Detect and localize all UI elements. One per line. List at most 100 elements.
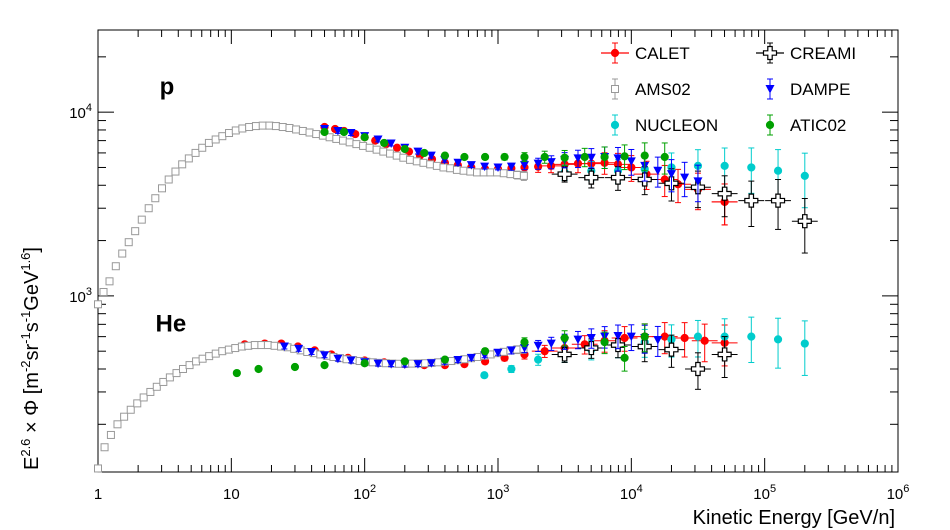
nucleon-point	[480, 371, 489, 380]
atic02-point	[480, 152, 490, 162]
y-tick-label: 103	[69, 286, 92, 306]
creami-legend-marker	[762, 45, 778, 61]
ams02-point	[139, 393, 148, 402]
ams02-point	[205, 352, 214, 361]
dampe-point	[294, 344, 304, 354]
legend-item-creami: CREAMI	[756, 42, 856, 64]
ams02-point	[258, 121, 267, 130]
atic02-point	[600, 152, 609, 162]
ams02-point	[452, 165, 461, 174]
nucleon-point	[773, 166, 783, 175]
dampe-point	[586, 333, 596, 343]
creami-point	[770, 193, 786, 208]
ams02-point	[412, 157, 421, 166]
ams02-point	[94, 464, 102, 473]
atic02-point	[600, 338, 609, 347]
atic02-point	[339, 127, 349, 137]
dampe-point	[333, 354, 343, 364]
dampe-point	[320, 351, 330, 360]
dampe-point	[346, 356, 356, 365]
x-tick-label: 102	[353, 483, 376, 503]
dampe-point	[573, 335, 583, 345]
atic02-point	[460, 152, 469, 162]
dampe-point	[493, 348, 503, 358]
ams02-point	[94, 300, 102, 309]
nucleon-point	[773, 335, 783, 344]
ams02-point	[392, 151, 401, 160]
dampe-point	[346, 129, 356, 138]
atic02-point	[640, 151, 649, 160]
ams02-point	[131, 227, 140, 236]
calet-legend-label: CALET	[635, 44, 690, 63]
creami-point	[717, 347, 732, 362]
legend-item-atic02: ATIC02	[765, 114, 846, 136]
ams02-point	[211, 135, 220, 144]
creami-legend-label: CREAMI	[790, 44, 856, 63]
ams02-legend-label: AMS02	[635, 80, 691, 99]
atic02-point	[320, 360, 329, 370]
ams02-point	[106, 430, 115, 439]
legend-item-ams02: AMS02	[611, 78, 691, 100]
creami-point	[744, 193, 759, 208]
atic02-legend-label: ATIC02	[790, 116, 846, 135]
axis-ticks	[97, 30, 899, 472]
atic02-point	[620, 353, 629, 362]
ams02-point	[406, 155, 415, 164]
dampe-point	[653, 336, 663, 345]
y-axis-label: E2.6 × Φ [m-2sr-1s-1GeV1.6]	[18, 247, 43, 470]
ams02-point	[466, 167, 475, 176]
ams02-point	[446, 164, 455, 173]
calet-point	[700, 336, 709, 345]
legend-item-calet: CALET	[601, 42, 690, 64]
dampe-point	[519, 161, 529, 170]
ams02-point	[251, 122, 260, 131]
ams02-point	[178, 160, 187, 169]
ams02-point	[278, 123, 287, 132]
plot-frame	[97, 29, 899, 473]
atic02-point	[232, 368, 241, 378]
ams02-point	[151, 194, 160, 203]
ams02-point	[126, 405, 135, 414]
ams02-point	[198, 143, 207, 152]
ams02-point	[426, 160, 435, 169]
dampe-point	[626, 157, 636, 166]
annotation-label: He	[156, 310, 187, 337]
dampe-point	[279, 342, 289, 352]
ams02-point	[133, 399, 142, 408]
dampe-point	[586, 153, 596, 163]
ams02-point	[419, 158, 428, 167]
dampe-point	[333, 126, 343, 136]
nucleon-point	[800, 171, 809, 180]
calet-legend-marker	[610, 48, 620, 58]
nucleon-point	[747, 163, 756, 172]
atic02-point	[560, 333, 569, 343]
ams02-point	[152, 382, 161, 391]
dampe-point	[613, 331, 623, 341]
ams02-point	[124, 238, 133, 247]
atic02-point	[660, 152, 669, 162]
ams02-point	[159, 377, 168, 386]
ams02-point	[111, 262, 120, 271]
dampe-point	[506, 162, 516, 172]
ams02-point	[386, 149, 395, 158]
dampe-point	[386, 139, 396, 149]
ams02-point	[305, 128, 314, 137]
atic02-point	[360, 359, 369, 368]
atic02-point	[520, 152, 529, 162]
ams02-point	[447, 357, 456, 366]
y-tick-labels: 103 104	[69, 102, 92, 306]
dampe-point	[626, 332, 636, 342]
nucleon-legend-label: NUCLEON	[635, 116, 718, 135]
nucleon-point	[747, 332, 756, 341]
dampe-point	[307, 347, 317, 357]
ams02-point	[171, 167, 180, 176]
x-tick-labels: 1 10 102 103 104 105 106	[94, 483, 910, 503]
nucleon-point	[800, 339, 809, 348]
ams02-point	[271, 122, 280, 131]
ams02-point	[218, 132, 227, 141]
ams02-point	[365, 143, 374, 152]
dampe-point	[519, 344, 529, 353]
ams02-point	[270, 341, 279, 350]
ams02-point	[99, 287, 108, 296]
